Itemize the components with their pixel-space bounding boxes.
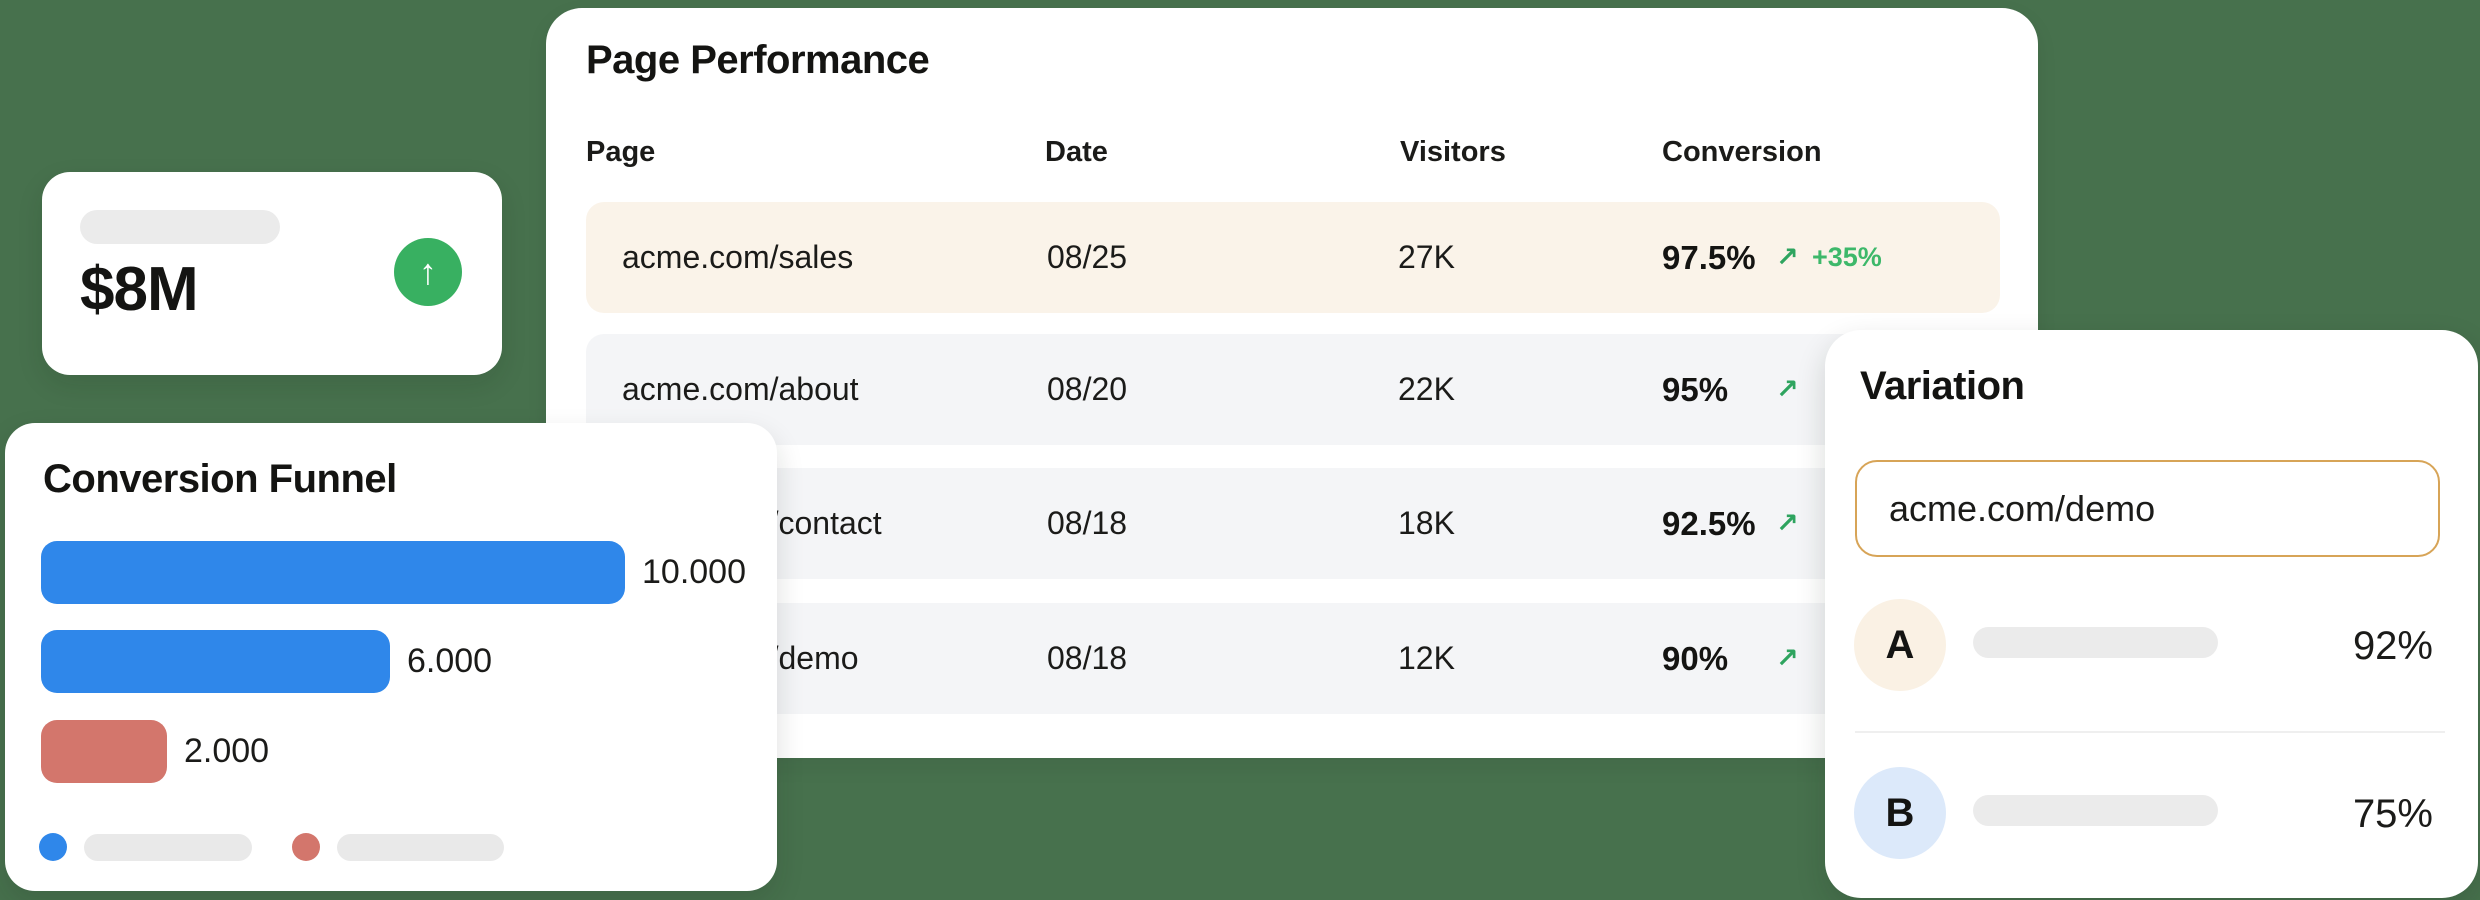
legend-label-placeholder <box>84 834 252 861</box>
trend-up-badge: ↑ <box>394 238 462 306</box>
trend-up-icon: ↗ <box>1776 508 1799 538</box>
date-cell: 08/18 <box>1047 505 1128 541</box>
conversion-cell: 92.5% <box>1662 505 1756 542</box>
funnel-bar-2 <box>41 630 390 693</box>
funnel-bar-3 <box>41 720 167 783</box>
table-row[interactable]: acme.com/about 08/20 22K 95% ↗ <box>586 334 2000 445</box>
variant-a-placeholder <box>1973 627 2218 658</box>
legend-swatch-blue <box>39 833 67 861</box>
variation-card: Variation A 92% B 75% <box>1825 330 2478 898</box>
page-cell: acme.com/sales <box>622 239 854 275</box>
variant-b-value: 75% <box>2352 792 2433 836</box>
table-row[interactable]: acme.com/demo 08/18 12K 90% ↗ <box>586 603 2000 714</box>
table-row[interactable]: acme.com/sales 08/25 27K 97.5% ↗ +35% <box>586 202 2000 313</box>
stat-label-placeholder <box>80 210 280 244</box>
variation-url-input[interactable] <box>1855 460 2440 557</box>
date-cell: 08/25 <box>1047 239 1128 275</box>
conversion-cell: 97.5% <box>1662 239 1756 276</box>
visitors-cell: 18K <box>1398 505 1455 541</box>
legend-swatch-red <box>292 833 320 861</box>
visitors-cell: 22K <box>1398 371 1455 407</box>
visitors-cell: 27K <box>1398 239 1455 275</box>
variant-a-badge: A <box>1854 599 1946 691</box>
funnel-bar-1 <box>41 541 625 604</box>
divider <box>1855 731 2445 733</box>
conversion-cell: 90% <box>1662 640 1729 677</box>
funnel-bar-3-label: 2.000 <box>184 732 270 770</box>
date-cell: 08/20 <box>1047 371 1128 407</box>
up-arrow-icon: ↑ <box>419 251 437 292</box>
date-cell: 08/18 <box>1047 640 1128 676</box>
variant-a-value: 92% <box>2352 624 2433 668</box>
column-header-conversion: Conversion <box>1662 136 1822 168</box>
table-row[interactable]: acme.com/contact 08/18 18K 92.5% ↗ <box>586 468 2000 579</box>
trend-up-icon: ↗ <box>1776 374 1799 404</box>
stat-card: $8M ↑ <box>42 172 502 375</box>
page-title: Page Performance <box>586 38 930 82</box>
funnel-title: Conversion Funnel <box>43 457 397 501</box>
stat-value: $8M <box>80 255 199 324</box>
column-header-page: Page <box>586 136 656 168</box>
visitors-cell: 12K <box>1398 640 1455 676</box>
conversion-funnel-card: Conversion Funnel 10.000 6.000 2.000 <box>5 423 777 891</box>
variant-b-badge: B <box>1854 767 1946 859</box>
funnel-bar-2-label: 6.000 <box>407 642 493 680</box>
variation-title: Variation <box>1860 364 2025 408</box>
column-header-visitors: Visitors <box>1400 136 1506 168</box>
variant-b-placeholder <box>1973 795 2218 826</box>
column-header-date: Date <box>1045 136 1108 168</box>
funnel-bar-1-label: 10.000 <box>642 553 746 591</box>
legend-label-placeholder <box>337 834 504 861</box>
conversion-cell: 95% <box>1662 371 1729 408</box>
conversion-delta: +35% <box>1812 242 1882 272</box>
trend-up-icon: ↗ <box>1776 242 1799 272</box>
page-cell: acme.com/about <box>622 371 859 407</box>
trend-up-icon: ↗ <box>1776 643 1799 673</box>
